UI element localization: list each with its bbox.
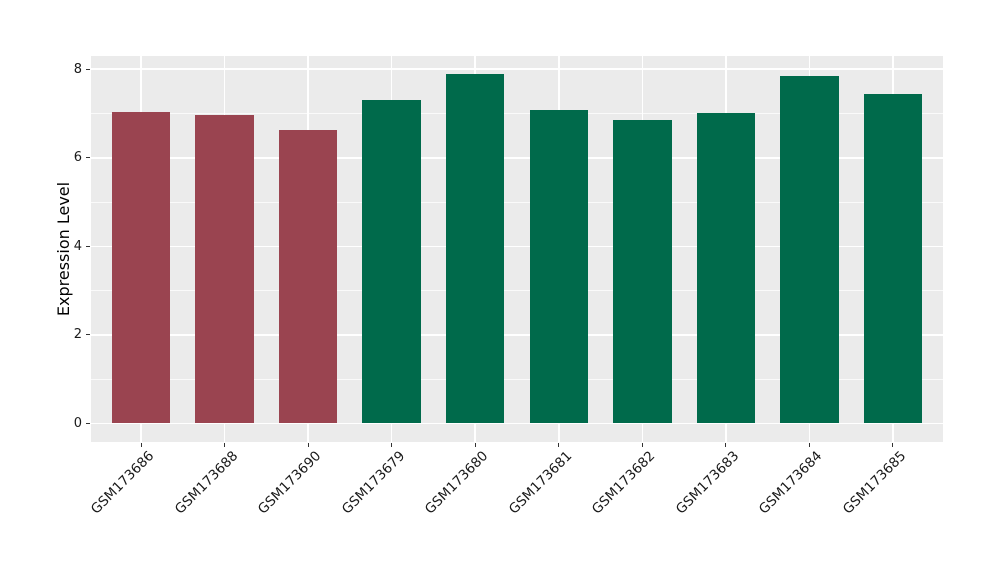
x-tick-GSM173686 <box>140 443 142 447</box>
major-gridline-y-6 <box>91 157 943 159</box>
bar-GSM173690 <box>278 129 338 424</box>
y-tick-label-6: 6 <box>73 150 82 166</box>
bar-GSM173679 <box>362 100 421 424</box>
plot-panel <box>91 56 943 442</box>
x-tick-GSM173685 <box>892 443 894 447</box>
major-gridline-y-4 <box>91 245 943 248</box>
major-gridline-y-8 <box>91 68 943 71</box>
y-tick-8 <box>86 68 90 70</box>
y-tick-6 <box>86 157 90 159</box>
bar-GSM173680 <box>446 74 505 424</box>
x-tick-GSM173684 <box>808 443 810 447</box>
y-tick-0 <box>86 422 90 424</box>
y-tick-label-8: 8 <box>73 61 82 77</box>
bar-GSM173688 <box>195 115 254 424</box>
minor-gridline-y-5 <box>91 201 943 203</box>
x-tick-GSM173682 <box>641 443 643 447</box>
x-tick-GSM173679 <box>391 443 393 447</box>
major-gridline-y-0 <box>91 422 943 425</box>
major-gridline-y-2 <box>91 334 943 336</box>
bar-GSM173683 <box>696 113 756 424</box>
x-tick-GSM173688 <box>224 443 226 447</box>
x-tick-GSM173690 <box>307 443 309 447</box>
x-tick-GSM173680 <box>474 443 476 447</box>
y-tick-label-4: 4 <box>73 238 82 254</box>
minor-gridline-y-7 <box>91 113 943 114</box>
x-tick-GSM173681 <box>558 443 560 447</box>
minor-gridline-y-1 <box>91 378 943 380</box>
bar-GSM173681 <box>529 110 588 424</box>
y-tick-label-2: 2 <box>73 327 82 343</box>
bar-GSM173685 <box>863 93 923 424</box>
bar-GSM173686 <box>111 112 171 424</box>
bar-GSM173684 <box>780 76 839 424</box>
y-tick-4 <box>86 245 90 247</box>
x-tick-GSM173683 <box>725 443 727 447</box>
y-tick-2 <box>86 334 90 336</box>
minor-gridline-y-3 <box>91 290 943 292</box>
bar-GSM173682 <box>613 120 672 424</box>
y-tick-label-0: 0 <box>73 415 82 431</box>
